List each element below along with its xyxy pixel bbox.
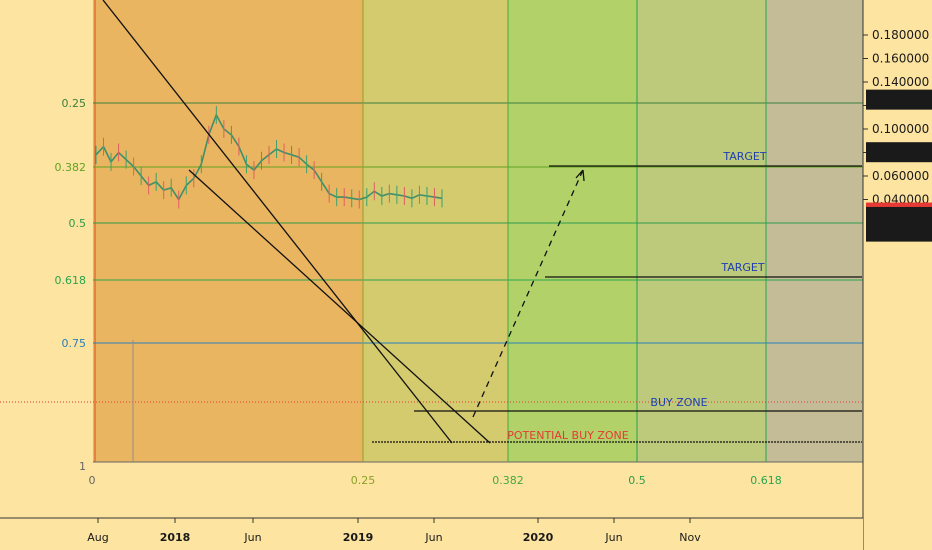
target-2-label: TARGET xyxy=(720,261,765,274)
price-tag-bg-4 xyxy=(866,221,932,242)
time-zone-4 xyxy=(766,0,863,462)
time-tick-label-1: 2018 xyxy=(160,531,191,544)
annotations: TARGET TARGET BUY ZONE POTENTIAL BUY ZONE xyxy=(507,150,767,442)
price-tick-label-6: 0.060000 xyxy=(872,169,929,183)
fib-level-label-2: 0.5 xyxy=(69,217,87,230)
fib-price-levels: 0.25 0.382 0.5 0.618 0.75 1 xyxy=(55,97,863,473)
fib-level-label-3: 0.618 xyxy=(55,274,87,287)
fib-level-label-4: 0.75 xyxy=(62,337,87,350)
price-tick-label-0: 0.180000 xyxy=(872,28,929,42)
price-tag-bg-0 xyxy=(866,89,932,110)
fib-level-label-5: 1 xyxy=(79,460,86,473)
price-axis[interactable]: 0.1800000.1600000.1400000.1200000.100000… xyxy=(862,0,932,550)
fib-time-label-0: 0 xyxy=(89,474,96,487)
trendline-long[interactable] xyxy=(102,0,453,444)
fib-level-label-1: 0.382 xyxy=(55,161,87,174)
time-tick-label-5: 2020 xyxy=(523,531,554,544)
time-tick-label-0: Aug xyxy=(87,531,108,544)
projection-arrow-head xyxy=(575,169,585,182)
time-zone-0 xyxy=(93,0,363,462)
buy-zone-label: BUY ZONE xyxy=(650,396,707,409)
time-tick-label-7: Nov xyxy=(679,531,701,544)
fib-time-label-1: 0.25 xyxy=(351,474,376,487)
time-tick-label-2: Jun xyxy=(243,531,261,544)
price-tick-label-1: 0.160000 xyxy=(872,52,929,66)
trendline-short[interactable] xyxy=(188,169,491,444)
projection-arrow[interactable] xyxy=(472,169,584,418)
trend-drawings xyxy=(102,0,862,444)
potential-buy-zone-label: POTENTIAL BUY ZONE xyxy=(507,429,629,442)
price-tag-4: 0.012668 xyxy=(870,225,932,239)
fib-time-label-2: 0.382 xyxy=(492,474,524,487)
time-tick-label-4: Jun xyxy=(424,531,442,544)
price-tag-0: 0.124990 xyxy=(870,93,932,107)
price-tick-label-2: 0.140000 xyxy=(872,75,929,89)
target-1-label: TARGET xyxy=(722,150,767,163)
price-series xyxy=(95,105,443,209)
price-tag-3: 0.025132 xyxy=(870,210,932,224)
time-zone-3 xyxy=(637,0,766,462)
time-zone-2 xyxy=(508,0,637,462)
time-tick-label-6: Jun xyxy=(604,531,622,544)
price-tag-1: 0.080257 xyxy=(870,146,932,160)
fib-time-zones xyxy=(93,0,863,462)
fib-level-label-0: 0.25 xyxy=(62,97,87,110)
time-zone-1 xyxy=(363,0,508,462)
price-tag-bg-1 xyxy=(866,142,932,163)
fib-time-label-3: 0.5 xyxy=(628,474,646,487)
fib-time-label-4: 0.618 xyxy=(750,474,782,487)
fib-time-levels: 0 0.25 0.382 0.5 0.618 xyxy=(0,0,863,487)
time-axis[interactable]: Aug 2018 Jun 2019 Jun 2020 Jun Nov xyxy=(0,517,863,550)
price-tick-label-4: 0.100000 xyxy=(872,122,929,136)
time-axis-bg xyxy=(0,518,863,550)
time-tick-label-3: 2019 xyxy=(343,531,374,544)
